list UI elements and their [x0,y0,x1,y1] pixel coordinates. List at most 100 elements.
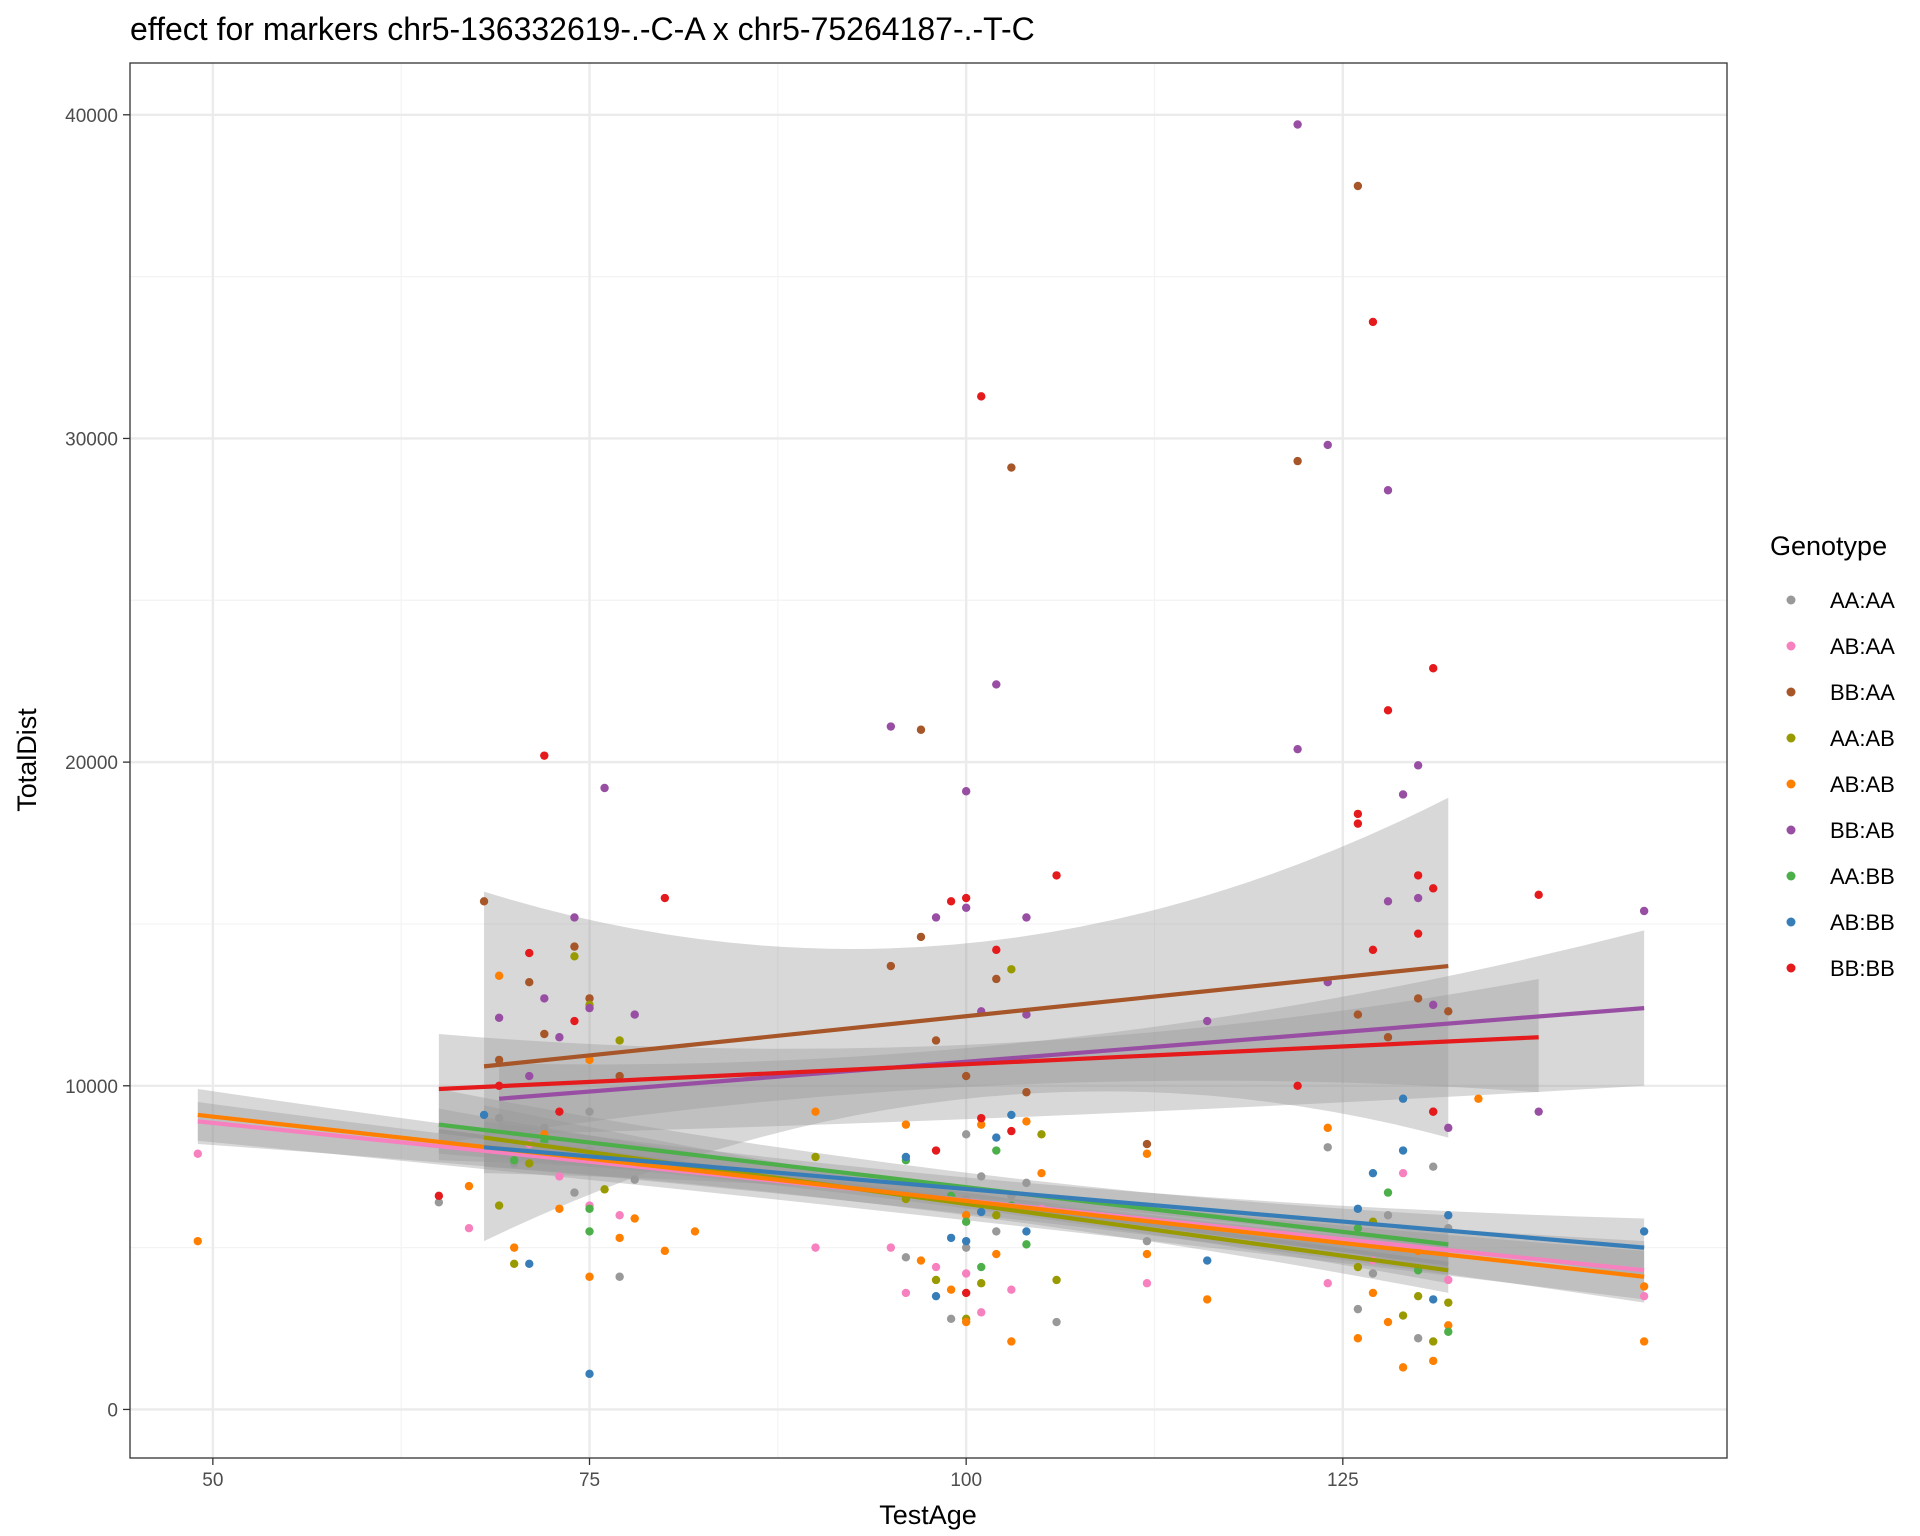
data-point-ab-aa [1398,1168,1408,1178]
data-point-aa-ab [1037,1130,1046,1139]
data-point-aa-ab [1007,965,1016,974]
data-point-ab-bb [946,1233,956,1243]
data-point-bb-aa [585,994,594,1003]
data-point-bb-ab [1383,897,1393,906]
data-point-ab-bb [901,1152,911,1162]
data-point-bb-aa [916,932,926,942]
data-point-bb-ab [600,783,609,793]
data-point-ab-bb [977,1207,986,1217]
plot-panel [130,63,1727,1458]
x-axis-ticks: 50 75 100 125 [202,1458,1359,1491]
data-point-aa-aa [1052,1317,1061,1327]
y-tick-label: 20000 [65,753,118,774]
data-point-ab-ab [555,1204,564,1213]
data-point-bb-aa [1007,463,1016,472]
data-point-aa-aa [1413,1334,1423,1343]
data-point-aa-ab [494,1201,504,1210]
data-point-ab-aa [901,1288,911,1298]
data-point-bb-bb [525,948,534,958]
data-point-ab-aa [977,1308,986,1317]
data-point-bb-bb [931,1146,941,1155]
data-point-aa-aa [1368,1269,1378,1278]
data-point-ab-ab [946,1285,956,1294]
data-point-ab-bb [479,1110,489,1120]
data-point-aa-aa [1353,1304,1363,1314]
data-point-ab-aa [961,1269,971,1278]
data-point-ab-ab [660,1246,670,1256]
data-point-ab-aa [555,1172,564,1181]
data-point-ab-ab [1037,1168,1046,1178]
data-point-aa-bb [977,1262,986,1272]
data-point-ab-ab [615,1233,624,1243]
data-point-bb-bb [1429,1107,1438,1116]
data-point-ab-ab [1142,1249,1152,1259]
legend-label-aa-ab: AA:AB [1830,726,1895,751]
scatter-points [193,120,1649,1379]
data-point-ab-ab [1639,1282,1649,1291]
data-point-bb-aa [961,1071,971,1081]
data-point-bb-aa [992,974,1001,984]
data-point-ab-bb [525,1259,534,1269]
data-point-ab-aa [615,1211,624,1220]
data-point-aa-ab [977,1279,986,1288]
data-point-bb-bb [992,945,1001,955]
data-point-aa-aa [1429,1162,1438,1171]
data-point-bb-ab [570,913,579,922]
data-point-ab-ab [1007,1337,1016,1346]
legend-label-bb-bb: BB:BB [1830,956,1895,981]
data-point-aa-ab [615,1036,624,1045]
data-point-bb-bb [1413,871,1423,880]
data-point-ab-bb [1429,1295,1438,1304]
data-point-bb-ab [630,1010,639,1019]
data-point-bb-aa [525,978,534,987]
data-point-aa-ab [811,1152,820,1162]
legend-label-ab-aa: AB:AA [1830,634,1895,659]
data-point-bb-ab [992,680,1001,689]
data-point-bb-aa [570,942,579,951]
data-point-ab-ab [585,1272,594,1281]
data-point-aa-ab [1413,1291,1423,1301]
data-point-bb-bb [1368,945,1378,955]
data-point-aa-aa [585,1107,594,1116]
fit-line-bb-aa [483,963,1449,1069]
data-point-aa-ab [1398,1311,1408,1320]
data-point-bb-ab [585,1003,594,1013]
data-point-bb-bb [1383,706,1393,715]
data-point-bb-ab [1022,913,1031,922]
data-point-ab-ab [585,1055,594,1065]
data-point-aa-aa [1142,1236,1152,1246]
data-point-ab-ab [977,1120,986,1129]
data-point-ab-aa [1007,1285,1016,1294]
data-point-bb-aa [1444,1007,1453,1016]
data-point-aa-aa [494,1113,504,1123]
data-point-bb-ab [1413,761,1423,770]
data-point-aa-ab [600,1185,609,1194]
data-point-ab-bb [1007,1110,1016,1120]
data-point-aa-aa [630,1175,639,1184]
data-point-bb-bb [1368,317,1378,327]
data-point-bb-ab [1022,1010,1031,1019]
legend-key-bb-bb [1786,963,1796,973]
data-point-aa-ab [1353,1262,1363,1272]
fit-line-ab-ab [197,1112,1645,1279]
data-point-ab-aa [464,1223,474,1233]
data-point-bb-bb [1353,809,1363,819]
data-point-bb-bb [1052,871,1061,880]
grid-minor [130,63,1727,1458]
data-point-aa-ab [931,1275,941,1285]
legend-key-aa-aa [1786,595,1796,605]
legend-key-ab-ab [1786,779,1796,789]
data-point-aa-aa [992,1227,1001,1236]
data-point-bb-aa [886,961,896,971]
data-point-aa-aa [1022,1178,1031,1188]
data-point-ab-bb [992,1133,1001,1142]
fit-line-bb-bb [438,1035,1539,1092]
data-point-bb-ab [494,1013,504,1023]
data-point-bb-ab [1534,1107,1543,1116]
data-point-ab-bb [1398,1146,1408,1155]
y-tick-label: 30000 [65,429,118,450]
data-point-ab-ab [901,1120,911,1129]
data-point-ab-aa [811,1243,820,1252]
data-point-aa-bb [961,1217,971,1226]
data-point-ab-aa [931,1262,941,1272]
